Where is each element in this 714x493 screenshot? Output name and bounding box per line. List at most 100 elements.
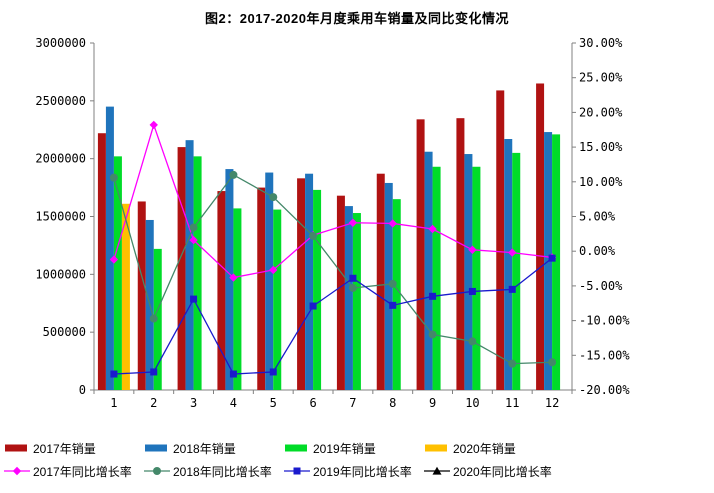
marker-2018年同比增长率-p1 [109, 173, 118, 182]
bar-2019年销量-m3 [193, 156, 202, 390]
left-axis-tick-label: 1000000 [35, 267, 86, 281]
x-axis-tick-label: 11 [505, 396, 519, 410]
bar-2017年销量-m6 [297, 178, 306, 390]
line-2017年同比增长率 [113, 122, 553, 279]
right-axis-tick-label: 5.00% [579, 210, 616, 224]
bar-2017年销量-m5 [257, 187, 266, 390]
right-axis-tick-label: 0.00% [579, 244, 616, 258]
left-axis-tick-label: 500000 [43, 325, 86, 339]
x-axis-tick-label: 7 [349, 396, 356, 410]
legend-item-2018-sales: 2018年销量 [144, 441, 236, 456]
bar-2018年销量-m8 [384, 182, 393, 390]
bar-2019年销量-m4 [233, 208, 242, 390]
right-axis-tick-label: 20.00% [579, 105, 623, 119]
marker-2018年同比增长率-p6 [309, 231, 318, 240]
marker-2019年同比增长率-p1 [110, 370, 118, 378]
marker-2017年同比增长率-p10 [468, 245, 477, 255]
marker-2019年同比增长率-p5 [269, 368, 277, 376]
legend-label-2020-sales: 2020年销量 [453, 441, 516, 456]
legend-label-2018-sales: 2018年销量 [173, 441, 236, 456]
bar-2017年销量-m10 [456, 118, 465, 390]
legend-item-2017-sales: 2017年销量 [4, 441, 96, 456]
bar-2017年销量-m7 [336, 195, 345, 390]
right-axis-tick-label: 25.00% [579, 71, 623, 85]
legend-label-2019-growth: 2019年同比增长率 [313, 464, 412, 479]
legend-item-2018-growth: 2018年同比增长率 [144, 464, 272, 479]
legend-swatch-2017-growth-icon [4, 466, 30, 476]
legend-label-2019-sales: 2019年销量 [313, 441, 376, 456]
marker-2019年同比增长率-p3 [190, 295, 198, 303]
bar-2020年销量-m1 [121, 203, 130, 390]
right-axis-tick-label: 10.00% [579, 175, 623, 189]
chart-plot-area: 3000000 2500000 2000000 1500000 1000000 50000… [35, 36, 630, 410]
marker-2019年同比增长率-p4 [229, 370, 237, 378]
x-axis-tick-label: 8 [389, 396, 396, 410]
bar-2018年销量-m11 [504, 139, 513, 390]
bar-2019年销量-m12 [552, 134, 561, 390]
legend-label-2017-sales: 2017年销量 [33, 441, 96, 456]
legend-item-2020-growth: 2020年同比增长率 [424, 464, 552, 479]
marker-2017年同比增长率-p4 [229, 273, 238, 282]
marker-2019年同比增长率-p2 [150, 368, 158, 376]
left-axis-tick-label: 2000000 [35, 152, 86, 166]
marker-2018年同比增长率-p11 [508, 359, 517, 368]
legend-item-2019-sales: 2019年销量 [284, 441, 376, 456]
legend-swatch-2019-growth-icon [284, 467, 310, 475]
x-axis-tick-label: 3 [190, 396, 197, 410]
legend-swatch-2018-growth-icon [144, 467, 170, 475]
legend-label-2018-growth: 2018年同比增长率 [173, 464, 272, 479]
marker-2019年同比增长率-p7 [349, 274, 357, 282]
x-axis-tick-label: 5 [270, 396, 277, 410]
x-axis-tick-label: 9 [429, 396, 436, 410]
x-axis-tick-label: 2 [150, 396, 157, 410]
bar-2017年销量-m4 [217, 191, 226, 390]
bar-2019年销量-m8 [392, 199, 401, 390]
marker-2018年同比增长率-p9 [428, 330, 437, 339]
bar-2019年销量-m11 [512, 152, 521, 390]
bar-2017年销量-m2 [137, 201, 146, 390]
bar-2019年销量-m9 [432, 166, 441, 390]
legend-label-2020-growth: 2020年同比增长率 [453, 464, 552, 479]
marker-2019年同比增长率-p8 [389, 301, 397, 309]
bar-2017年销量-m11 [496, 90, 505, 390]
right-axis-tick-label: -20.00% [579, 383, 630, 397]
right-axis-tick-label: 15.00% [579, 140, 623, 154]
chart-title: 图2：2017-2020年月度乘用车销量及同比变化情况 [205, 11, 509, 26]
legend-swatch-2019-sales-icon [285, 444, 307, 452]
legend-swatch-2017-sales-icon [5, 444, 27, 452]
legend-item-2017-growth: 2017年同比增长率 [4, 464, 132, 479]
marker-2017年同比增长率-p9 [428, 224, 437, 234]
bar-2017年销量-m1 [97, 133, 106, 390]
marker-2018年同比增长率-p4 [229, 170, 238, 179]
marker-2019年同比增长率-p10 [468, 287, 476, 295]
legend-swatch-2020-growth-icon [424, 466, 450, 475]
marker-2017年同比增长率-p5 [269, 265, 278, 275]
left-axis-tick-label: 1500000 [35, 210, 86, 224]
legend-item-2019-growth: 2019年同比增长率 [284, 464, 412, 479]
marker-2018年同比增长率-p12 [548, 358, 557, 367]
bar-2018年销量-m7 [344, 206, 353, 390]
bar-2018年销量-m5 [265, 172, 274, 390]
marker-2017年同比增长率-p1 [109, 255, 119, 264]
marker-2019年同比增长率-p11 [508, 285, 516, 293]
right-axis-tick-label: 30.00% [579, 36, 623, 50]
marker-2017年同比增长率-p2 [149, 120, 158, 130]
bar-2019年销量-m5 [273, 209, 282, 390]
marker-2018年同比增长率-p8 [388, 279, 397, 288]
legend-swatch-2018-sales-icon [145, 444, 167, 452]
marker-2017年同比增长率-p3 [189, 235, 198, 245]
bar-2017年销量-m12 [536, 83, 545, 390]
bar-2018年销量-m4 [225, 169, 234, 390]
line-2019年同比增长率 [113, 257, 553, 375]
marker-2017年同比增长率-p11 [508, 248, 517, 257]
right-axis-tick-label: -10.00% [579, 314, 630, 328]
x-axis-tick-label: 10 [465, 396, 479, 410]
marker-2017年同比增长率-p8 [388, 219, 397, 228]
marker-2018年同比增长率-p10 [468, 337, 477, 346]
bar-2018年销量-m6 [305, 173, 314, 390]
left-axis-tick-label: 0 [79, 383, 86, 397]
bar-2017年销量-m9 [416, 119, 425, 390]
bar-2017年销量-m3 [177, 147, 186, 390]
x-axis-tick-label: 4 [230, 396, 237, 410]
